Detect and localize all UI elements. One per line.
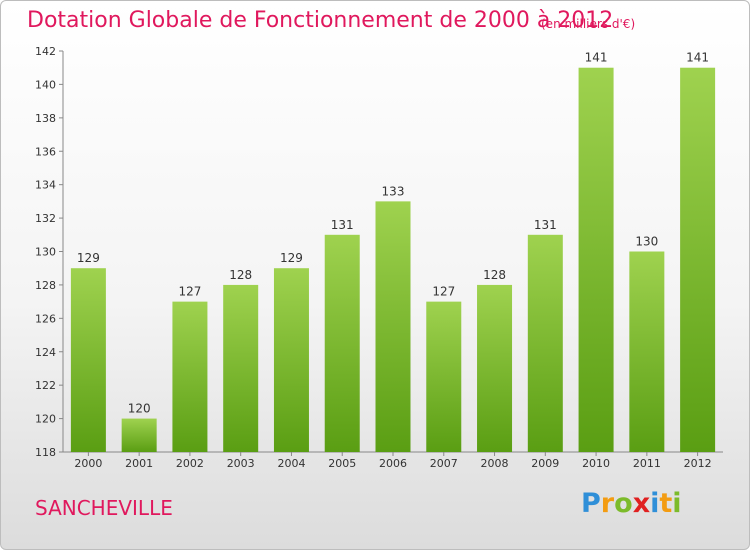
logo-letter: P [581,488,601,519]
y-tick-label: 132 [35,212,56,225]
y-tick-label: 130 [35,246,56,259]
x-tick-label: 2005 [328,457,356,470]
bar-value-label: 133 [382,184,405,198]
logo-letter: i [650,488,660,519]
y-tick-label: 128 [35,279,56,292]
location-name: SANCHEVILLE [35,496,173,520]
unit-label: (en milliers d'€) [541,17,636,31]
x-tick-label: 2001 [125,457,153,470]
y-tick-label: 134 [35,179,56,192]
chart-title: Dotation Globale de Fonctionnement de 20… [27,8,614,33]
proxiti-logo[interactable]: Proxiti [581,488,682,528]
x-tick-label: 2011 [633,457,661,470]
y-tick-label: 142 [35,45,56,58]
bar-value-label: 131 [331,218,354,232]
bar-value-label: 128 [483,268,506,282]
bar [172,301,208,452]
x-tick-label: 2008 [481,457,509,470]
y-tick-label: 118 [35,446,56,459]
x-tick-label: 2003 [227,457,255,470]
bar-value-label: 129 [77,251,100,265]
y-tick-label: 126 [35,312,56,325]
bar [680,67,716,452]
bar-value-label: 131 [534,218,557,232]
bar-value-label: 141 [585,51,608,65]
x-tick-label: 2002 [176,457,204,470]
bar [223,284,259,452]
y-tick-label: 124 [35,346,56,359]
x-tick-label: 2004 [277,457,305,470]
x-tick-label: 2000 [74,457,102,470]
y-tick-label: 140 [35,78,56,91]
x-tick-label: 2012 [684,457,712,470]
bar [273,268,309,452]
logo-letter: o [614,488,633,519]
bar [70,268,106,452]
bar-value-label: 127 [432,285,455,299]
bar [527,234,563,452]
bar-value-label: 141 [686,51,709,65]
bar-value-label: 127 [178,285,201,299]
bar-value-label: 129 [280,251,303,265]
bar [578,67,614,452]
logo-letter: i [672,488,682,519]
logo-letter: r [600,488,615,519]
bar [121,418,157,452]
bar [477,284,513,452]
x-tick-label: 2010 [582,457,610,470]
y-tick-label: 136 [35,145,56,158]
y-tick-label: 120 [35,413,56,426]
bar [324,234,360,452]
x-tick-label: 2006 [379,457,407,470]
bar-value-label: 120 [128,402,151,416]
bar-value-label: 128 [229,268,252,282]
logo-letter: x [632,488,651,519]
bar [375,201,411,452]
bar [426,301,462,452]
bar [629,251,665,452]
x-tick-label: 2007 [430,457,458,470]
logo-letter: t [659,488,673,519]
y-tick-label: 138 [35,112,56,125]
y-tick-label: 122 [35,379,56,392]
bar-value-label: 130 [635,235,658,249]
x-tick-label: 2009 [531,457,559,470]
